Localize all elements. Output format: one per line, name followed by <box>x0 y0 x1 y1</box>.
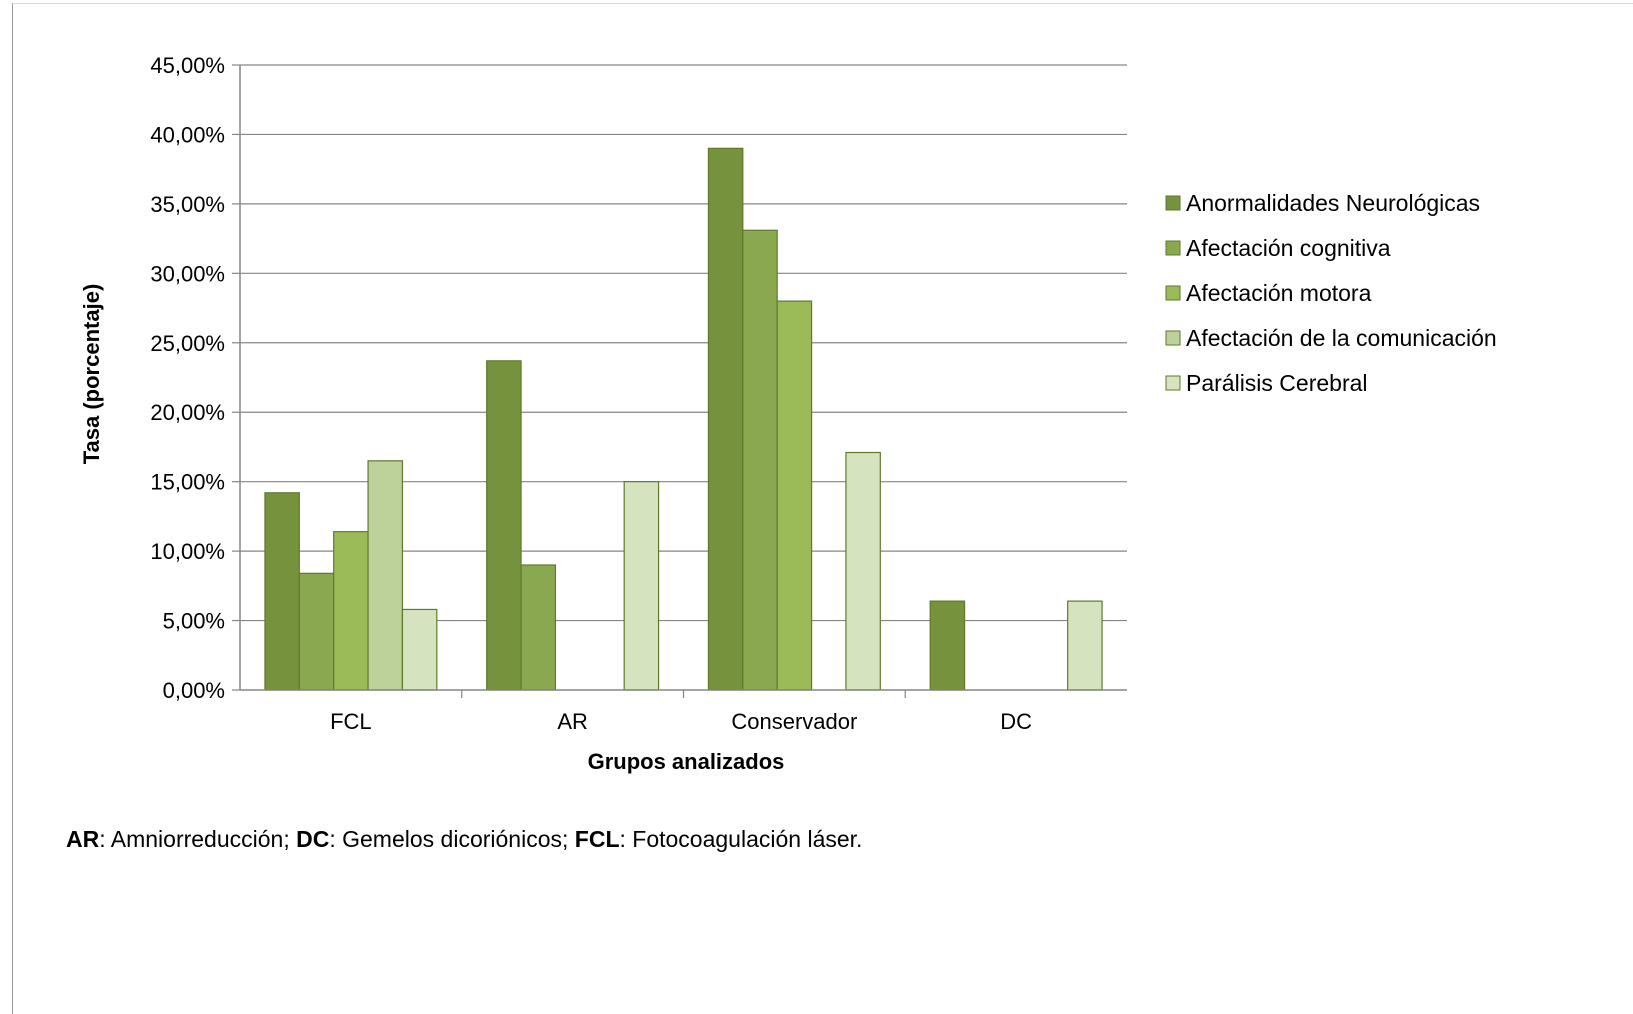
x-tick-label: AR <box>557 709 588 734</box>
legend-label: Afectación cognitiva <box>1186 235 1391 261</box>
bar <box>845 451 881 691</box>
bar <box>367 460 404 691</box>
bar <box>401 608 438 691</box>
footnote: AR: Amniorreducción; DC: Gemelos dicorió… <box>66 826 862 853</box>
y-tick-label: 5,00% <box>163 609 225 634</box>
footnote-abbreviation: DC <box>296 826 330 852</box>
y-tick-label: 45,00% <box>150 53 225 78</box>
footnote-abbreviation: FCL <box>574 826 620 852</box>
x-tick-label: Conservador <box>731 709 857 734</box>
legend-label: Afectación de la comunicación <box>1186 325 1497 351</box>
y-tick-labels: 0,00% 5,00% 10,00% 15,00% 20,00% 25,00% 30,00%… <box>150 53 225 703</box>
x-tick-label: FCL <box>330 709 372 734</box>
bar <box>776 300 813 691</box>
legend-swatch <box>1165 240 1181 256</box>
legend-swatch <box>1165 195 1181 211</box>
legend-swatch <box>1165 285 1181 301</box>
bar <box>742 229 778 691</box>
x-tick-label: DC <box>1000 709 1032 734</box>
bar <box>623 481 660 691</box>
chart-frame <box>12 3 1633 1014</box>
y-tick-label: 30,00% <box>150 261 225 286</box>
y-tick-label: 15,00% <box>150 470 225 495</box>
bar <box>333 531 369 691</box>
bar <box>929 600 966 691</box>
bar <box>520 564 557 691</box>
legend-label: Afectación motora <box>1186 280 1372 306</box>
footnote-abbreviation: AR <box>66 826 100 852</box>
bar <box>707 147 744 691</box>
footnote-text: : Fotocoagulación láser. <box>619 826 863 852</box>
y-tick-label: 40,00% <box>150 122 225 147</box>
footnote-text: : Gemelos dicoriónicos; <box>329 826 575 852</box>
y-tick-label: 20,00% <box>150 400 225 425</box>
bar <box>298 572 335 691</box>
y-tick-label: 0,00% <box>163 678 225 703</box>
bar <box>486 360 522 691</box>
legend-label: Parálisis Cerebral <box>1186 370 1368 396</box>
footnote-text: : Amniorreducción; <box>99 826 297 852</box>
x-axis-title: Grupos analizados <box>588 749 785 774</box>
y-tick-label: 25,00% <box>150 331 225 356</box>
x-tick-labels: FCL AR Conservador DC <box>330 690 1032 734</box>
bars <box>264 147 1103 691</box>
y-tick-label: 35,00% <box>150 192 225 217</box>
legend: Anormalidades Neurológicas Afectación cog… <box>1165 190 1497 396</box>
y-axis-title: Tasa (porcentaje) <box>79 284 104 465</box>
legend-label: Anormalidades Neurológicas <box>1186 190 1480 216</box>
y-tick-label: 10,00% <box>150 539 225 564</box>
bar <box>264 492 300 691</box>
gridlines <box>232 64 1127 691</box>
legend-swatch <box>1165 375 1181 391</box>
legend-swatch <box>1165 330 1181 346</box>
bar <box>1067 600 1103 691</box>
